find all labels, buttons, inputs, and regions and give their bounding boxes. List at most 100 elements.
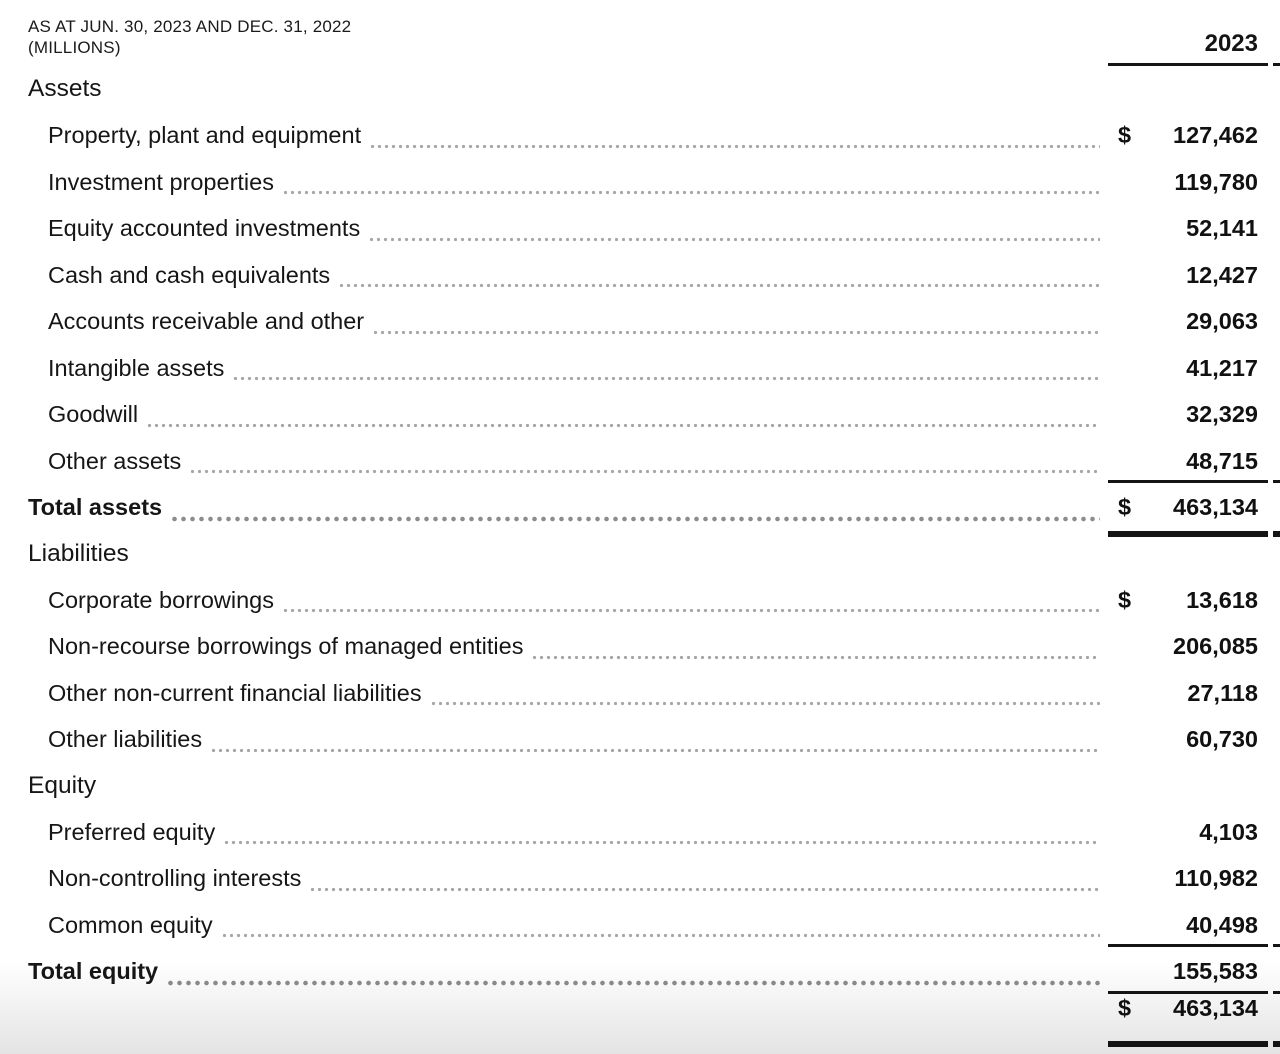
table-row-total-equity: Total equity 155,583	[28, 948, 1280, 995]
table-row-other-liabilities: Other liabilities 60,730	[28, 716, 1280, 763]
table-row-property-plant-equipment: Property, plant and equipment $127,462	[28, 112, 1280, 159]
currency-symbol: $	[1118, 994, 1132, 1021]
row-value-2023: $463,134	[1108, 995, 1268, 1022]
table-row-corporate-borrowings: Corporate borrowings $13,618	[28, 577, 1280, 624]
cutoff-2022-column-underline-stub	[1273, 63, 1280, 66]
row-value-2023: 41,217	[1108, 355, 1268, 382]
row-value-2023: 52,141	[1108, 215, 1268, 242]
row-label: Other assets	[48, 447, 182, 474]
row-value-2023: 206,085	[1108, 633, 1268, 660]
section-title-liabilities: Liabilities	[28, 539, 129, 567]
row-value-2023: 27,118	[1108, 680, 1268, 707]
row-label: Investment properties	[48, 168, 274, 195]
dotted-leader	[338, 283, 1100, 288]
row-label: Preferred equity	[48, 818, 216, 845]
table-row-investment-properties: Investment properties 119,780	[28, 159, 1280, 206]
value-text: 463,134	[1173, 494, 1258, 520]
row-value-2023: 119,780	[1108, 169, 1268, 196]
cutoff-2022-double-rule-stub	[1273, 530, 1280, 537]
value-text: 27,118	[1187, 679, 1258, 706]
year-column-underline	[1108, 63, 1268, 66]
millions-note: (MILLIONS)	[28, 38, 121, 57]
table-row-non-controlling-interests: Non-controlling interests 110,982	[28, 855, 1280, 902]
cutoff-2022-rule-stub	[1273, 990, 1280, 994]
cutoff-2022-rule-stub	[1273, 944, 1280, 947]
row-label: Property, plant and equipment	[48, 122, 362, 148]
table-row-total-liabilities-and-equity: $463,134	[28, 995, 1280, 1047]
dotted-leader	[220, 933, 1100, 938]
row-value-2023: 4,103	[1108, 819, 1268, 846]
dotted-leader	[309, 886, 1100, 892]
row-label: Intangible assets	[48, 354, 225, 381]
row-value-2023: 155,583	[1108, 958, 1268, 985]
dotted-leader	[281, 190, 1100, 195]
table-row-preferred-equity: Preferred equity 4,103	[28, 809, 1280, 856]
dotted-leader	[223, 840, 1100, 845]
value-text: 155,583	[1173, 958, 1258, 984]
row-value-2023: 32,329	[1108, 401, 1268, 428]
dotted-leader	[170, 515, 1100, 522]
subtotal-rule	[1108, 990, 1268, 994]
statement-header: AS AT JUN. 30, 2023 AND DEC. 31, 2022 (M…	[28, 0, 1280, 66]
grand-total-double-rule	[1108, 1041, 1268, 1047]
cutoff-2022-rule-stub	[1273, 480, 1280, 483]
subtotal-rule	[1108, 944, 1268, 947]
value-text: 119,780	[1174, 168, 1258, 195]
row-label: Total equity	[28, 958, 159, 984]
value-text: 60,730	[1186, 726, 1258, 752]
table-row-other-assets: Other assets 48,715	[28, 438, 1280, 485]
value-text: 13,618	[1186, 586, 1258, 613]
table-row-cash-and-cash-equivalents: Cash and cash equivalents 12,427	[28, 252, 1280, 299]
row-label: Non-controlling interests	[48, 865, 302, 891]
value-text: 110,982	[1174, 865, 1258, 891]
currency-symbol: $	[1118, 586, 1132, 613]
row-label: Goodwill	[48, 401, 139, 427]
dotted-leader	[429, 701, 1100, 706]
row-value-2023: 60,730	[1108, 726, 1268, 753]
dotted-leader	[368, 236, 1100, 242]
row-value-2023: 40,498	[1108, 912, 1268, 939]
table-row-goodwill: Goodwill 32,329	[28, 391, 1280, 438]
currency-symbol: $	[1118, 122, 1132, 148]
row-label: Corporate borrowings	[48, 586, 274, 613]
row-label: Other non-current financial liabilities	[48, 679, 422, 706]
row-value-2023: 12,427	[1108, 262, 1268, 289]
row-value-2023: $463,134	[1108, 494, 1268, 521]
row-label: Common equity	[48, 911, 213, 938]
value-text: 463,134	[1173, 994, 1258, 1021]
table-row-other-non-current-financial-liabilities: Other non-current financial liabilities …	[28, 670, 1280, 717]
as-at-date-line: AS AT JUN. 30, 2023 AND DEC. 31, 2022	[28, 17, 352, 36]
row-value-2023: 110,982	[1108, 865, 1268, 892]
dotted-leader	[166, 979, 1100, 986]
subtotal-rule	[1108, 480, 1268, 483]
dotted-leader	[189, 469, 1100, 474]
value-text: 4,103	[1199, 818, 1258, 845]
value-text: 40,498	[1186, 911, 1258, 938]
dotted-leader	[372, 329, 1100, 335]
table-row-non-recourse-borrowings: Non-recourse borrowings of managed entit…	[28, 623, 1280, 670]
table-row-total-assets: Total assets $463,134	[28, 484, 1280, 537]
dotted-leader	[146, 422, 1100, 428]
table-row-accounts-receivable-and-other: Accounts receivable and other 29,063	[28, 298, 1280, 345]
row-label: Cash and cash equivalents	[48, 261, 331, 288]
statement-subtitle: AS AT JUN. 30, 2023 AND DEC. 31, 2022 (M…	[28, 16, 351, 58]
row-value-2023: $13,618	[1108, 587, 1268, 614]
value-text: 41,217	[1186, 354, 1258, 381]
dotted-leader	[210, 747, 1100, 753]
dotted-leader	[369, 143, 1100, 149]
row-label: Non-recourse borrowings of managed entit…	[48, 633, 524, 659]
year-column-header-2023: 2023	[1204, 30, 1258, 57]
row-label: Total assets	[28, 494, 163, 520]
value-text: 206,085	[1173, 633, 1258, 659]
section-title-equity: Equity	[28, 771, 97, 799]
value-text: 48,715	[1186, 447, 1258, 474]
dotted-leader	[531, 654, 1100, 660]
table-row-intangible-assets: Intangible assets 41,217	[28, 345, 1280, 392]
grand-total-double-rule	[1108, 530, 1268, 537]
table-row-common-equity: Common equity 40,498	[28, 902, 1280, 949]
row-label: Other liabilities	[48, 726, 203, 752]
row-label: Equity accounted investments	[48, 215, 361, 241]
section-title-assets: Assets	[28, 75, 102, 102]
value-text: 32,329	[1186, 401, 1258, 427]
